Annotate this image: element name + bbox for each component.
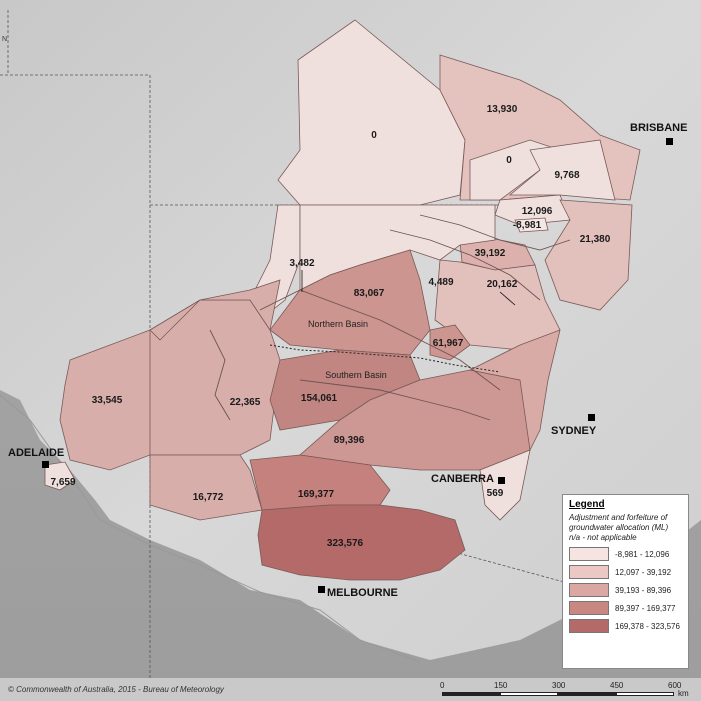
label-r169377: 169,377: [298, 489, 335, 500]
label-r83067: 83,067: [354, 288, 385, 299]
leader-lines: [301, 270, 516, 306]
label-r4489: 4,489: [428, 277, 453, 288]
legend: Legend Adjustment and forfeiture of grou…: [562, 494, 689, 669]
canberra-marker: [498, 477, 505, 484]
region-21380[interactable]: [544, 199, 633, 311]
label-r0b: 0: [506, 155, 512, 166]
region-323576[interactable]: [257, 504, 466, 581]
scale-tick: 150: [494, 681, 508, 690]
southern-basin-label: Southern Basin: [325, 370, 387, 380]
label-r89396: 89,396: [334, 435, 365, 446]
region-minus-8981[interactable]: [514, 217, 549, 233]
northern-basin-label: Northern Basin: [308, 319, 368, 329]
label-r33545: 33,545: [92, 395, 123, 406]
brisbane-marker: [666, 138, 673, 145]
canberra-label: CANBERRA: [431, 473, 494, 485]
scale-tick: 0: [440, 681, 445, 690]
cities: BRISBANE SYDNEY CANBERRA ADELAIDE MELBOU…: [8, 122, 687, 599]
scale-unit: km: [678, 689, 689, 698]
label-r9768: 9,768: [554, 170, 579, 181]
north-arrow-icon: N: [2, 36, 8, 43]
adelaide-marker: [42, 461, 49, 468]
adelaide-label: ADELAIDE: [8, 447, 64, 459]
region-southeast: [468, 329, 561, 452]
region-murray-west: [149, 279, 281, 341]
legend-swatch: [569, 601, 609, 615]
label-r21380: 21,380: [580, 234, 611, 245]
legend-item: 89,397 - 169,377: [569, 601, 682, 615]
legend-item: -8,981 - 12,096: [569, 547, 682, 561]
scale-segment: [500, 692, 558, 696]
legend-range: 39,193 - 89,396: [615, 585, 672, 595]
label-r22365: 22,365: [230, 397, 261, 408]
label-r8981: -8,981: [513, 220, 542, 231]
sydney-marker: [588, 414, 595, 421]
sydney-label: SYDNEY: [551, 425, 597, 437]
legend-range: 169,378 - 323,576: [615, 621, 680, 631]
legend-swatch: [569, 583, 609, 597]
scale-tick: 450: [610, 681, 624, 690]
legend-item: 12,097 - 39,192: [569, 565, 682, 579]
label-r61967: 61,967: [433, 338, 464, 349]
label-r0a: 0: [371, 130, 377, 141]
region-16772[interactable]: [149, 454, 263, 521]
river-network: [209, 214, 571, 421]
label-r323576: 323,576: [327, 538, 364, 549]
region-61967[interactable]: [429, 324, 471, 361]
legend-range: 12,097 - 39,192: [615, 567, 672, 577]
legend-item: 169,378 - 323,576: [569, 619, 682, 633]
legend-range: 89,397 - 169,377: [615, 603, 676, 613]
label-r16772: 16,772: [193, 492, 224, 503]
basin-regions: [44, 19, 641, 581]
label-r7659: 7,659: [50, 477, 75, 488]
legend-note: n/a - not applicable: [569, 533, 637, 542]
label-r12096: 12,096: [522, 206, 553, 217]
region-7659[interactable]: [44, 461, 76, 491]
melbourne-label: MELBOURNE: [327, 587, 398, 599]
label-r13930: 13,930: [487, 104, 518, 115]
label-r3482: 3,482: [289, 258, 314, 269]
legend-item: 39,193 - 89,396: [569, 583, 682, 597]
region-33545[interactable]: [59, 329, 161, 471]
label-r569: 569: [487, 488, 504, 499]
label-r39192: 39,192: [475, 248, 506, 259]
region-569[interactable]: [479, 449, 531, 521]
scale-bar: 0 150 300 450 600 km: [440, 681, 689, 699]
scale-tick: 600: [668, 681, 682, 690]
melbourne-marker: [318, 586, 325, 593]
legend-swatch: [569, 565, 609, 579]
label-r154061: 154,061: [301, 393, 338, 404]
scale-segment: [616, 692, 674, 696]
scale-segment: [442, 692, 500, 696]
legend-subtitle: Adjustment and forfeiture of groundwater…: [569, 513, 669, 532]
copyright-credit: © Commonwealth of Australia, 2015 - Bure…: [8, 685, 224, 694]
legend-swatch: [569, 619, 609, 633]
legend-range: -8,981 - 12,096: [615, 549, 670, 559]
label-r20162: 20,162: [487, 279, 518, 290]
brisbane-label: BRISBANE: [630, 122, 687, 134]
region-labels: 0 13,930 0 9,768 12,096 -8,981 21,380 39…: [50, 104, 610, 549]
scale-segment: [558, 692, 616, 696]
legend-title: Legend: [569, 499, 605, 510]
scale-tick: 300: [552, 681, 566, 690]
legend-swatch: [569, 547, 609, 561]
